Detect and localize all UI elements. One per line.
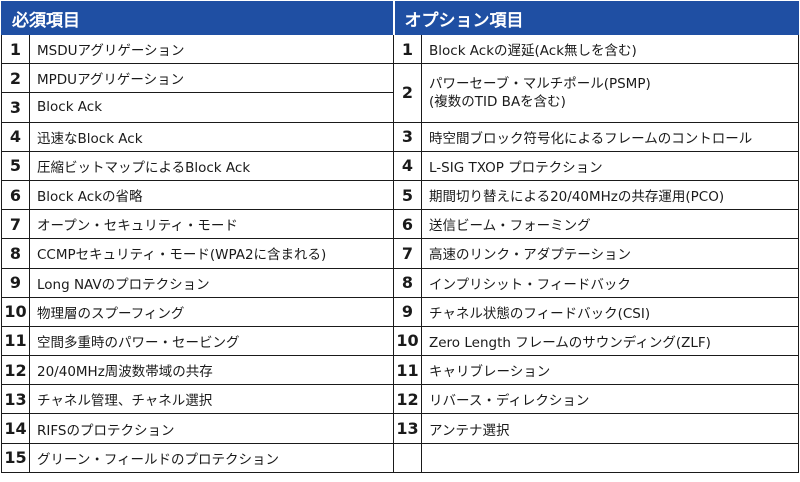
required-item-number: 9 — [1, 267, 30, 298]
table-row: 2 MPDUアグリゲーション 2 パワーセーブ・マルチポール(PSMP) (複数… — [1, 63, 799, 123]
optional-item-text: 時空間ブロック符号化によるフレームのコントロール — [421, 121, 799, 152]
table-row: 13 チャネル管理、チャネル選択 12 リバース・ディレクション — [1, 384, 799, 415]
optional-item-text: キャリブレーション — [421, 355, 799, 386]
table-row: 8 CCMPセキュリティ・モード(WPA2に含まれる) 7 高速のリンク・アダプ… — [1, 238, 799, 269]
optional-item-text-line1: パワーセーブ・マルチポール(PSMP) — [429, 75, 651, 92]
required-item-number: 11 — [1, 325, 30, 357]
header-row: 必須項目 オプション項目 — [1, 1, 799, 35]
required-item-number: 3 — [1, 92, 30, 123]
optional-item-number: 7 — [393, 238, 422, 269]
required-item-text: Long NAVのプロテクション — [29, 267, 394, 298]
optional-item-text: 高速のリンク・アダプテーション — [421, 238, 799, 269]
optional-item-number: 10 — [393, 325, 422, 357]
optional-empty-number-cell — [393, 442, 422, 473]
optional-item-text: リバース・ディレクション — [421, 384, 799, 415]
optional-item-number: 9 — [393, 296, 422, 327]
required-item-text: 空間多重時のパワー・セービング — [29, 325, 394, 357]
required-header: 必須項目 — [1, 1, 395, 35]
required-item-number: 6 — [1, 179, 30, 211]
table-row: 6 Block Ackの省略 5 期間切り替えによる20/40MHzの共存運用(… — [1, 179, 799, 211]
optional-item-text: 送信ビーム・フォーミング — [421, 209, 799, 240]
required-item-text: 圧縮ビットマップによるBlock Ack — [29, 150, 394, 181]
optional-item-text: パワーセーブ・マルチポール(PSMP) (複数のTID BAを含む) — [421, 63, 799, 123]
required-item-text: Block Ack — [29, 92, 394, 123]
table-row: 9 Long NAVのプロテクション 8 インプリシット・フィードバック — [1, 267, 799, 298]
required-item-number: 13 — [1, 384, 30, 415]
table-row: 10 物理層のスプーフィング 9 チャネル状態のフィードバック(CSI) — [1, 296, 799, 327]
optional-item-number: 12 — [393, 384, 422, 415]
optional-item-number: 1 — [393, 33, 422, 65]
required-item-text: 迅速なBlock Ack — [29, 121, 394, 152]
required-item-text: オープン・セキュリティ・モード — [29, 209, 394, 240]
table-row: 5 圧縮ビットマップによるBlock Ack 4 L-SIG TXOP プロテク… — [1, 150, 799, 181]
table-row: 15 グリーン・フィールドのプロテクション — [1, 442, 799, 473]
table-row: 14 RIFSのプロテクション 13 アンテナ選択 — [1, 413, 799, 444]
required-item-text: チャネル管理、チャネル選択 — [29, 384, 394, 415]
required-item-text: Block Ackの省略 — [29, 179, 394, 211]
table-row: 4 迅速なBlock Ack 3 時空間ブロック符号化によるフレームのコントロー… — [1, 121, 799, 152]
optional-item-text: L-SIG TXOP プロテクション — [421, 150, 799, 181]
optional-item-number: 6 — [393, 209, 422, 240]
required-item-number: 2 — [1, 63, 30, 94]
optional-item-text: Zero Length フレームのサウンディング(ZLF) — [421, 325, 799, 357]
table-row: 12 20/40MHz周波数帯域の共存 11 キャリブレーション — [1, 355, 799, 386]
optional-item-number: 4 — [393, 150, 422, 181]
required-item-number: 5 — [1, 150, 30, 181]
required-item-number: 1 — [1, 33, 30, 65]
optional-item-text: インプリシット・フィードバック — [421, 267, 799, 298]
optional-item-text: Block Ackの遅延(Ack無しを含む) — [421, 33, 799, 65]
feature-comparison-table: 必須項目 オプション項目 1 MSDUアグリゲーション 1 Block Ackの… — [1, 1, 799, 473]
optional-item-text: アンテナ選択 — [421, 413, 799, 444]
required-item-text: グリーン・フィールドのプロテクション — [29, 442, 394, 473]
required-item-number: 12 — [1, 355, 30, 386]
optional-item-number: 2 — [393, 63, 422, 123]
required-item-number: 4 — [1, 121, 30, 152]
required-item-text: MPDUアグリゲーション — [29, 63, 394, 94]
table-row: 7 オープン・セキュリティ・モード 6 送信ビーム・フォーミング — [1, 209, 799, 240]
table-row: 1 MSDUアグリゲーション 1 Block Ackの遅延(Ack無しを含む) — [1, 33, 799, 65]
required-item-number: 14 — [1, 413, 30, 444]
required-item-text: MSDUアグリゲーション — [29, 33, 394, 65]
optional-item-text: 期間切り替えによる20/40MHzの共存運用(PCO) — [421, 179, 799, 211]
table-row: 11 空間多重時のパワー・セービング 10 Zero Length フレームのサ… — [1, 325, 799, 357]
required-item-number: 7 — [1, 209, 30, 240]
optional-item-number: 11 — [393, 355, 422, 386]
optional-item-number: 13 — [393, 413, 422, 444]
optional-item-text: チャネル状態のフィードバック(CSI) — [421, 296, 799, 327]
required-item-text: RIFSのプロテクション — [29, 413, 394, 444]
required-item-number: 8 — [1, 238, 30, 269]
optional-item-number: 5 — [393, 179, 422, 211]
optional-item-text-line2: (複数のTID BAを含む) — [429, 93, 566, 110]
table-row: 3 Block Ack — [1, 92, 799, 123]
optional-empty-text-cell — [421, 442, 799, 473]
optional-header: オプション項目 — [393, 1, 799, 35]
optional-item-number: 3 — [393, 121, 422, 152]
required-item-text: CCMPセキュリティ・モード(WPA2に含まれる) — [29, 238, 394, 269]
required-item-number: 15 — [1, 442, 30, 473]
required-item-text: 20/40MHz周波数帯域の共存 — [29, 355, 394, 386]
required-item-number: 10 — [1, 296, 30, 327]
required-item-text: 物理層のスプーフィング — [29, 296, 394, 327]
optional-item-number: 8 — [393, 267, 422, 298]
